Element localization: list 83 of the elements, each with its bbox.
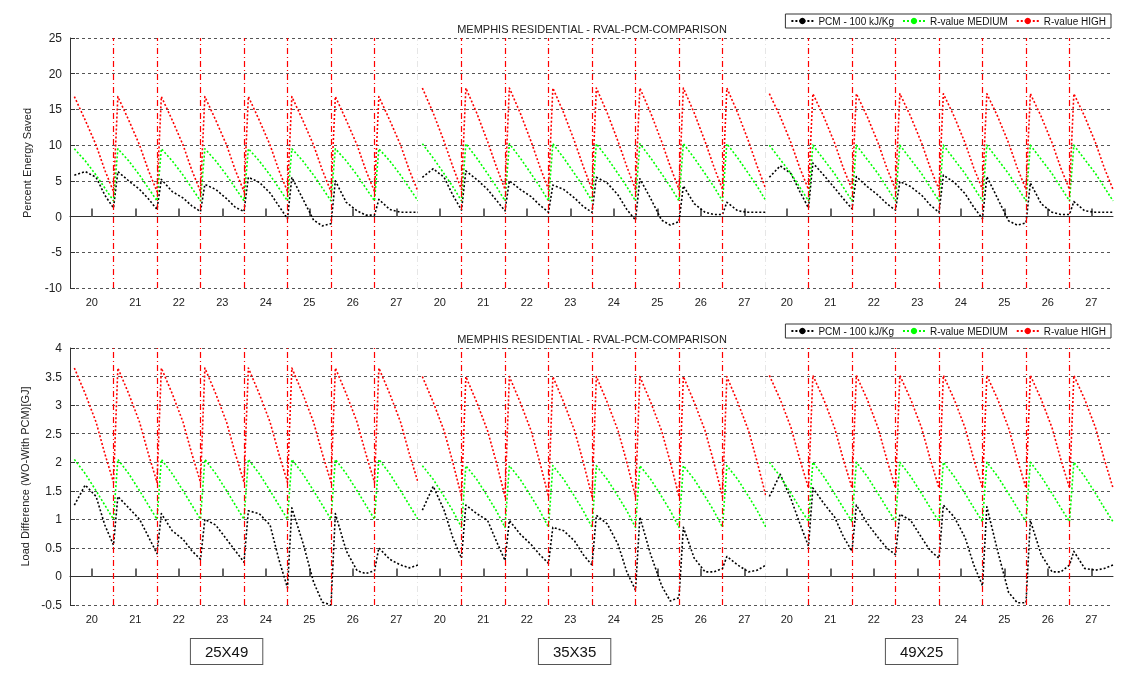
chart-title: MEMPHIS RESIDENTIAL - RVAL-PCM-COMPARISON — [456, 22, 727, 35]
y-tick-label: 0 — [55, 569, 63, 584]
x-tick-label: 26 — [1041, 612, 1055, 625]
y-tick-label: 5 — [55, 173, 63, 188]
y-tick-label: 4 — [55, 341, 63, 355]
text: 49X25 — [900, 643, 944, 660]
y-tick-label: 0 — [55, 209, 63, 224]
y-tick-label: 20 — [48, 66, 63, 81]
line-series — [73, 170, 418, 227]
text: 35X35 — [552, 643, 596, 660]
chart-title: MEMPHIS RESIDENTIAL - RVAL-PCM-COMPARISON — [456, 332, 727, 345]
x-tick-label: 22 — [172, 295, 185, 308]
x-tick-label: 24 — [259, 295, 272, 308]
x-tick-label: 21 — [129, 612, 142, 625]
text: 25X49 — [204, 643, 249, 660]
x-tick-label: 24 — [954, 295, 968, 308]
x-tick-label: 27 — [390, 612, 403, 625]
x-tick-label: 22 — [520, 295, 533, 308]
x-tick-label: 26 — [346, 295, 359, 308]
x-tick-label: 25 — [998, 612, 1011, 625]
x-tick-label: 20 — [85, 612, 98, 625]
x-tick-label: 20 — [85, 295, 98, 308]
y-tick-label: 25 — [48, 31, 63, 45]
x-tick-label: 26 — [1041, 295, 1055, 308]
x-tick-label: 27 — [737, 612, 751, 625]
x-tick-label: 22 — [520, 612, 533, 625]
y-axis-title: Percent Energy Saved — [20, 107, 33, 219]
x-tick-label: 27 — [1085, 295, 1098, 308]
x-tick-label: 21 — [824, 612, 837, 625]
y-tick-label: 15 — [48, 102, 63, 117]
y-tick-label: 3 — [55, 398, 63, 413]
x-tick-label: 20 — [780, 295, 794, 308]
x-tick-label: 24 — [259, 612, 272, 625]
y-tick-label: 0.5 — [45, 540, 63, 555]
x-tick-label: 21 — [476, 612, 490, 625]
y-tick-label: 10 — [48, 138, 63, 153]
x-tick-label: 27 — [1085, 612, 1098, 625]
x-tick-label: 23 — [216, 295, 229, 308]
x-tick-label: 22 — [172, 612, 185, 625]
legend-label: R-value MEDIUM — [930, 15, 1009, 27]
y-tick-label: -10 — [44, 281, 63, 295]
x-tick-label: 25 — [998, 295, 1011, 308]
y-tick-label: -5 — [51, 245, 63, 260]
x-tick-label: 21 — [824, 295, 837, 308]
x-tick-label: 24 — [954, 612, 968, 625]
x-tick-label: 22 — [867, 295, 881, 308]
x-tick-label: 24 — [607, 295, 620, 308]
x-tick-label: 23 — [911, 295, 924, 308]
x-tick-label: 23 — [911, 612, 924, 625]
y-axis-title: Load Difference (WO-With PCM)[GJ] — [18, 386, 31, 567]
x-tick-label: 20 — [433, 295, 446, 308]
x-tick-label: 25 — [303, 295, 316, 308]
x-tick-label: 27 — [737, 295, 751, 308]
x-tick-label: 20 — [780, 612, 794, 625]
x-tick-label: 25 — [650, 295, 664, 308]
legend-label: R-value HIGH — [1044, 325, 1107, 337]
legend-label: R-value HIGH — [1044, 15, 1107, 27]
x-tick-label: 22 — [867, 612, 881, 625]
y-tick-label: 1 — [55, 512, 63, 527]
legend-label: PCM - 100 kJ/Kg — [818, 325, 895, 337]
x-tick-label: 23 — [563, 612, 577, 625]
x-tick-label: 27 — [390, 295, 403, 308]
y-tick-label: 2.5 — [45, 426, 63, 441]
line-series — [73, 484, 418, 606]
y-tick-label: 1.5 — [45, 483, 63, 498]
x-tick-label: 24 — [607, 612, 620, 625]
x-tick-label: 25 — [650, 612, 664, 625]
x-tick-label: 26 — [694, 295, 707, 308]
x-tick-label: 21 — [129, 295, 142, 308]
line-series — [73, 458, 418, 521]
x-tick-label: 21 — [476, 295, 490, 308]
x-tick-label: 23 — [216, 612, 229, 625]
legend-label: R-value MEDIUM — [930, 325, 1009, 337]
x-tick-label: 20 — [433, 612, 446, 625]
legend-label: PCM - 100 kJ/Kg — [818, 15, 895, 27]
x-tick-label: 26 — [694, 612, 707, 625]
x-tick-label: 25 — [303, 612, 316, 625]
y-tick-label: 2 — [55, 455, 63, 470]
y-tick-label: -0.5 — [41, 598, 63, 612]
line-series — [73, 147, 418, 202]
x-tick-label: 23 — [563, 295, 577, 308]
y-tick-label: 3.5 — [45, 369, 63, 384]
x-tick-label: 26 — [346, 612, 359, 625]
